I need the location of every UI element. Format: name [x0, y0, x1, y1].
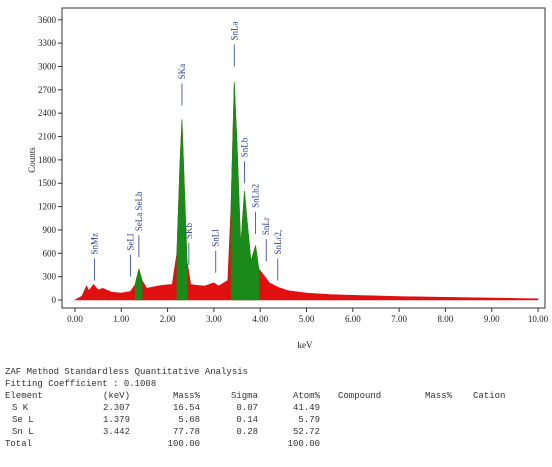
table-cell: 5.79 [298, 415, 320, 425]
x-tick-label: 2.00 [160, 314, 176, 324]
annotation-label: SnLa [229, 21, 239, 40]
table-header: Mass% [425, 391, 453, 401]
table-cell: S K [12, 403, 29, 413]
y-tick-label: 0 [52, 295, 57, 305]
y-tick-label: 3600 [38, 15, 57, 25]
spectrum-area [176, 119, 188, 301]
annotation-label: SnLl [211, 229, 221, 247]
plot-frame [61, 7, 546, 309]
table-header: Atom% [293, 391, 321, 401]
annotation-label: SnMz [89, 233, 99, 255]
table-cell: 0.14 [236, 415, 258, 425]
annotation-label: SeLa SeLb [134, 191, 144, 231]
x-axis-label: keV [298, 340, 313, 350]
annotation-label: SeLl [126, 233, 136, 250]
table-header: Cation [473, 391, 505, 401]
table-header: Sigma [231, 391, 259, 401]
x-tick-label: 3.00 [206, 314, 222, 324]
table-cell: 41.49 [293, 403, 320, 413]
x-tick-label: 1.00 [113, 314, 129, 324]
annotation-label: SKb [184, 222, 194, 239]
table-header: Compound [338, 391, 381, 401]
y-tick-label: 3300 [38, 38, 57, 48]
table-total: 100.00 [168, 439, 200, 449]
y-tick-label: 600 [43, 248, 57, 258]
x-tick-label: 6.00 [345, 314, 361, 324]
x-tick-label: 5.00 [299, 314, 315, 324]
table-cell: Sn L [12, 427, 34, 437]
x-tick-label: 7.00 [391, 314, 407, 324]
y-tick-label: 300 [43, 272, 57, 282]
table-fitting: Fitting Coefficient : 0.1008 [5, 379, 156, 389]
y-tick-label: 3000 [38, 61, 57, 71]
table-title: ZAF Method Standardless Quantitative Ana… [5, 367, 248, 377]
y-tick-label: 2400 [38, 108, 57, 118]
spectrum-area [73, 82, 539, 301]
y-tick-label: 1800 [38, 155, 57, 165]
table-total: 100.00 [288, 439, 320, 449]
table-cell: 52.72 [293, 427, 320, 437]
table-cell: 2.307 [103, 403, 130, 413]
table-cell: 0.07 [236, 403, 258, 413]
y-tick-label: 1500 [38, 178, 57, 188]
annotation-label: SnLr [261, 217, 271, 235]
table-header: Element [5, 391, 43, 401]
table-cell: 77.78 [173, 427, 200, 437]
table-header: (keV) [103, 391, 130, 401]
annotation-label: SnLb2 [251, 184, 261, 208]
table-cell: 1.379 [103, 415, 130, 425]
y-tick-label: 1200 [38, 202, 57, 212]
y-tick-label: 2700 [38, 85, 57, 95]
spectrum-area [134, 268, 143, 301]
annotation-label: SnLb [239, 137, 249, 157]
y-tick-label: 900 [43, 225, 57, 235]
table-cell: 16.54 [173, 403, 200, 413]
y-axis-label: Counts [27, 147, 37, 173]
x-tick-label: 8.00 [438, 314, 454, 324]
table-header: Mass% [173, 391, 201, 401]
x-tick-label: 0.00 [67, 314, 83, 324]
annotation-label: SnLr2, [273, 230, 283, 255]
spectrum-area [230, 82, 260, 301]
table-cell: 0.28 [236, 427, 258, 437]
table-cell: 5.68 [178, 415, 200, 425]
y-tick-label: 2100 [38, 132, 57, 142]
table-cell: Se L [12, 415, 34, 425]
x-tick-label: 10.00 [528, 314, 549, 324]
x-tick-label: 4.00 [252, 314, 268, 324]
table-total: Total [5, 439, 32, 449]
annotation-label: SKa [177, 64, 187, 80]
table-cell: 3.442 [103, 427, 130, 437]
x-tick-label: 9.00 [484, 314, 500, 324]
